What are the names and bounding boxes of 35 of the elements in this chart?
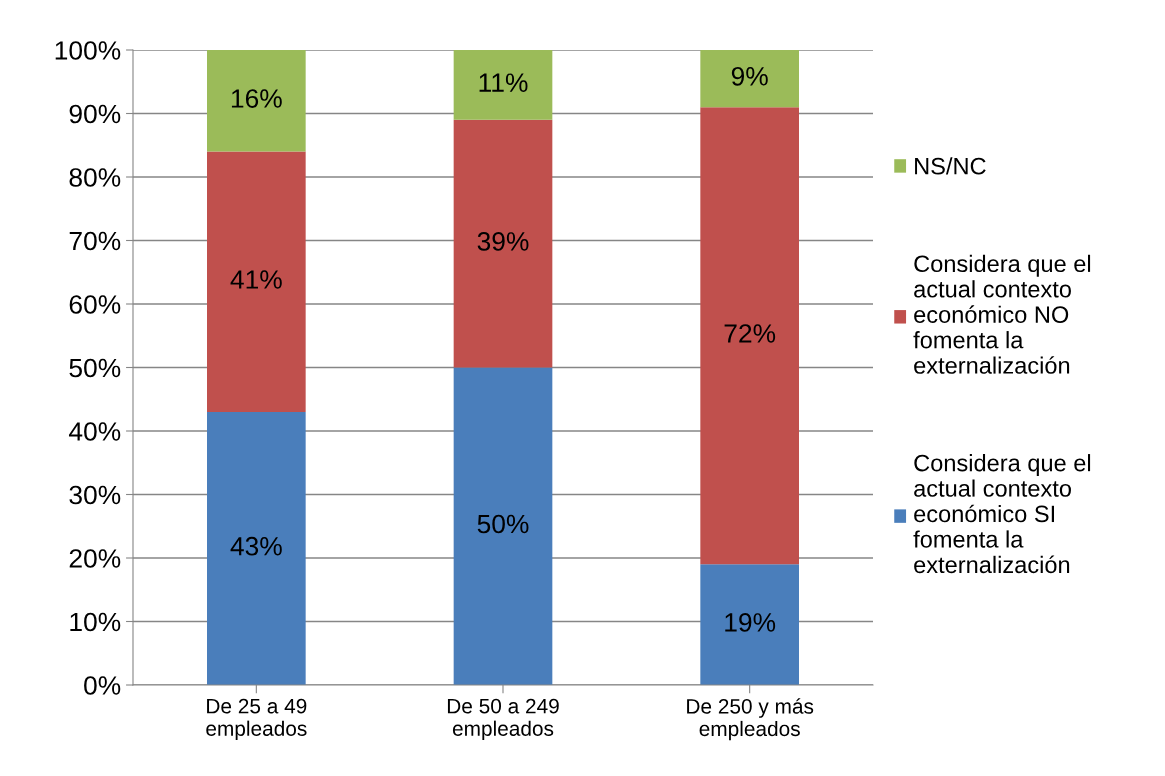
data-label: 19%: [725, 613, 776, 632]
data-label: 50%: [477, 514, 529, 534]
data-label: 39%: [477, 232, 529, 251]
y-tick-label: 0%: [84, 676, 121, 695]
bar: [207, 50, 306, 152]
legend-label: Considera que el actual contexto económico SI fomenta la externalización: [913, 454, 1091, 574]
y-tick-label: 80%: [69, 168, 121, 187]
data-label: 11%: [479, 73, 528, 92]
x-tick-label: De 250 y más empleados: [687, 698, 814, 741]
data-label: 72%: [724, 324, 776, 343]
bar: [453, 119, 553, 368]
y-tick-label: 60%: [69, 295, 121, 314]
y-tick-label: 70%: [69, 231, 121, 251]
y-tick-label: 50%: [69, 358, 121, 378]
bar: [453, 50, 553, 120]
bar: [207, 411, 306, 685]
x-tick-label: De 50 a 249 empleados: [447, 698, 559, 741]
y-tick-label: 90%: [69, 104, 121, 124]
bar: [453, 367, 553, 685]
y-tick-label: 10%: [70, 612, 121, 632]
x-tick-label: De 25 a 49 empleados: [206, 698, 307, 741]
bar: [700, 564, 799, 685]
data-label: 16%: [231, 89, 282, 108]
y-tick-label: 30%: [69, 485, 121, 505]
legend-label: NS/NC: [915, 157, 986, 175]
data-label: 9%: [731, 66, 768, 86]
legend-label: Considera que el actual contexto económico NO fomenta la externalización: [913, 254, 1091, 374]
y-tick-label: 20%: [69, 549, 121, 568]
data-label: 41%: [230, 270, 282, 289]
bar: [700, 107, 799, 565]
y-tick-label: 100%: [55, 41, 121, 60]
data-label: 43%: [230, 536, 282, 556]
bar: [207, 151, 306, 412]
bar: [700, 50, 799, 108]
y-tick-label: 40%: [68, 422, 121, 441]
